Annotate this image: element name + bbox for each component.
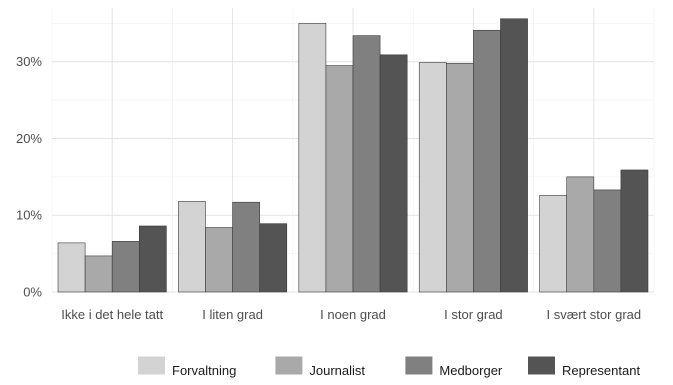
x-tick-label: I svært stor grad: [546, 307, 641, 322]
bar-forvaltning-3: [418, 62, 447, 293]
bar-journalist-3: [446, 62, 474, 293]
bar-journalist-1: [205, 227, 233, 293]
legend-key-representant: [528, 356, 555, 375]
bar-medborger-1: [232, 201, 260, 293]
x-axis-tick-labels: Ikke i det hele tatt I liten grad I noen g…: [61, 307, 641, 322]
legend-key-forvaltning: [138, 356, 165, 375]
legend: Forvaltning Journalist Medborger Representa…: [138, 356, 640, 378]
legend-key-medborger: [405, 356, 433, 375]
bar-journalist-4: [566, 176, 595, 293]
bar-medborger-2: [352, 35, 381, 293]
bar-forvaltning-1: [178, 201, 206, 293]
bars: [57, 18, 649, 293]
y-tick-label: 30%: [16, 54, 42, 69]
bar-representant-4: [620, 169, 649, 293]
x-tick-label: I noen grad: [320, 307, 386, 322]
bar-forvaltning-4: [539, 194, 568, 293]
bar-representant-0: [138, 225, 167, 293]
y-tick-label: 0%: [23, 285, 42, 300]
bar-medborger-4: [593, 189, 622, 293]
bar-medborger-3: [473, 29, 501, 293]
legend-label: Journalist: [309, 363, 365, 378]
legend-label: Representant: [562, 363, 640, 378]
y-axis-tick-labels: 0% 10% 20% 30%: [16, 54, 42, 299]
bar-representant-1: [259, 223, 288, 293]
bar-forvaltning-2: [298, 23, 327, 293]
legend-key-journalist: [275, 356, 303, 375]
legend-label: Forvaltning: [172, 363, 236, 378]
y-tick-label: 20%: [16, 131, 42, 146]
legend-label: Medborger: [439, 363, 503, 378]
y-tick-label: 10%: [16, 208, 42, 223]
bar-forvaltning-0: [57, 242, 86, 293]
bar-journalist-2: [325, 65, 354, 293]
x-tick-label: Ikke i det hele tatt: [61, 307, 163, 322]
bar-representant-2: [379, 54, 408, 293]
bar-journalist-0: [84, 255, 113, 293]
bar-representant-3: [500, 18, 528, 293]
x-tick-label: I liten grad: [202, 307, 263, 322]
x-tick-label: I stor grad: [444, 307, 503, 322]
bar-medborger-0: [111, 241, 140, 293]
